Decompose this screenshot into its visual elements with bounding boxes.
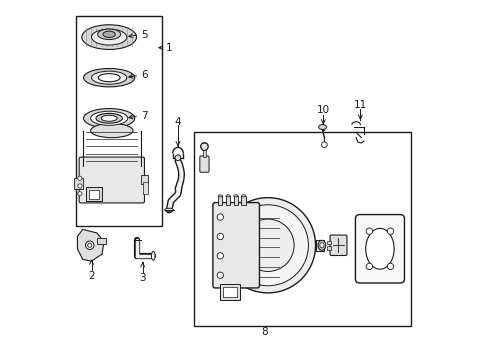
Text: 10: 10 — [317, 105, 330, 115]
Bar — [234, 196, 238, 205]
Bar — [74, 178, 83, 189]
Bar — [220, 284, 240, 300]
Bar — [89, 190, 99, 199]
Text: 7: 7 — [141, 111, 148, 121]
Bar — [86, 187, 102, 201]
Ellipse shape — [151, 251, 155, 260]
FancyBboxPatch shape — [355, 215, 404, 283]
Polygon shape — [77, 229, 104, 261]
Circle shape — [217, 214, 223, 220]
FancyBboxPatch shape — [213, 203, 260, 288]
Bar — [143, 182, 148, 194]
Text: 1: 1 — [166, 43, 172, 53]
Ellipse shape — [242, 195, 245, 197]
Text: 11: 11 — [354, 100, 367, 110]
Text: 4: 4 — [174, 117, 181, 127]
Ellipse shape — [101, 115, 117, 121]
Ellipse shape — [318, 125, 326, 130]
Ellipse shape — [366, 228, 394, 269]
Bar — [75, 16, 162, 226]
Circle shape — [78, 176, 82, 180]
Bar — [218, 196, 222, 205]
Circle shape — [220, 198, 316, 293]
Ellipse shape — [92, 71, 127, 84]
Ellipse shape — [96, 113, 122, 123]
Bar — [97, 238, 106, 243]
Circle shape — [321, 142, 327, 148]
Ellipse shape — [91, 111, 128, 125]
Ellipse shape — [84, 109, 135, 128]
Ellipse shape — [98, 29, 121, 40]
Circle shape — [227, 205, 308, 286]
Bar — [327, 241, 331, 244]
FancyBboxPatch shape — [200, 156, 209, 172]
Circle shape — [217, 233, 223, 240]
Circle shape — [88, 243, 92, 247]
Ellipse shape — [234, 195, 238, 197]
Ellipse shape — [84, 68, 135, 87]
Bar — [203, 150, 206, 157]
Circle shape — [242, 219, 294, 271]
Text: 5: 5 — [141, 30, 148, 40]
Circle shape — [86, 241, 94, 249]
Ellipse shape — [82, 25, 137, 49]
Ellipse shape — [318, 240, 326, 250]
Circle shape — [78, 184, 82, 188]
Bar — [226, 196, 230, 205]
Ellipse shape — [320, 243, 324, 248]
Bar — [194, 132, 411, 327]
Ellipse shape — [218, 195, 222, 197]
Ellipse shape — [91, 123, 133, 138]
Text: 2: 2 — [88, 271, 95, 281]
Ellipse shape — [165, 208, 173, 212]
Circle shape — [175, 155, 181, 161]
Bar — [242, 196, 245, 205]
Ellipse shape — [98, 74, 120, 82]
Circle shape — [217, 253, 223, 259]
FancyBboxPatch shape — [330, 235, 347, 256]
Text: 8: 8 — [261, 327, 268, 337]
Bar — [223, 287, 237, 297]
Circle shape — [217, 272, 223, 278]
Bar — [327, 246, 331, 250]
Bar — [316, 240, 324, 251]
Circle shape — [78, 192, 82, 196]
Circle shape — [366, 228, 372, 234]
Ellipse shape — [200, 143, 208, 150]
Ellipse shape — [103, 31, 115, 37]
Ellipse shape — [92, 29, 127, 45]
Text: 3: 3 — [139, 273, 146, 283]
Circle shape — [388, 228, 393, 234]
Ellipse shape — [226, 195, 230, 197]
Text: 9: 9 — [382, 270, 389, 280]
FancyBboxPatch shape — [79, 157, 145, 203]
Bar — [141, 175, 148, 184]
Text: 6: 6 — [141, 70, 148, 80]
Circle shape — [388, 263, 393, 270]
Circle shape — [366, 263, 372, 270]
